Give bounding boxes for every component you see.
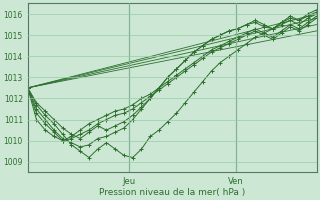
X-axis label: Pression niveau de la mer( hPa ): Pression niveau de la mer( hPa ) <box>99 188 245 197</box>
